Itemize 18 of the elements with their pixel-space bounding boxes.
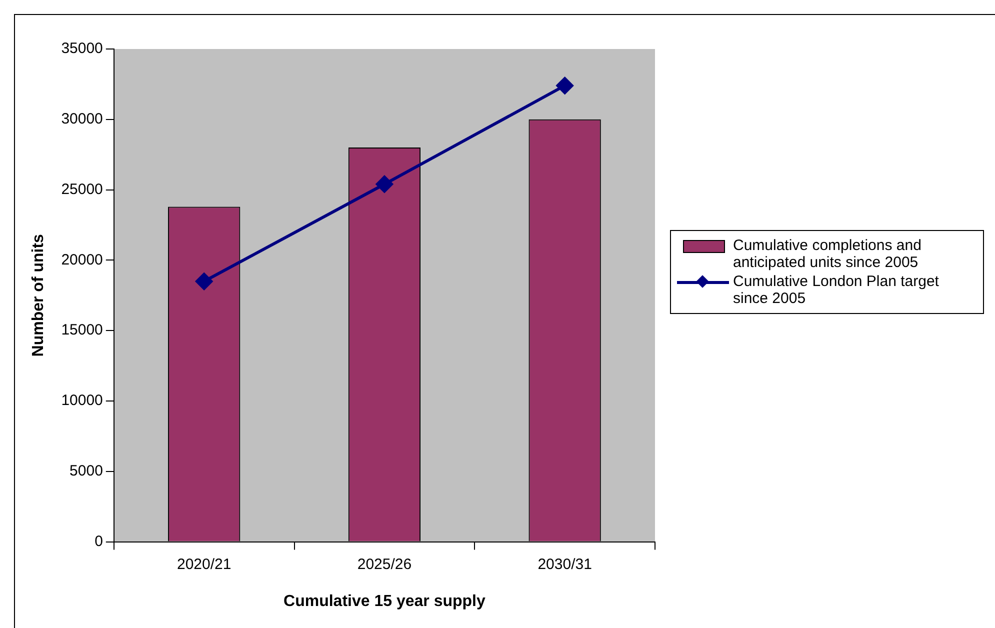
y-tick-label: 5000 <box>70 462 103 480</box>
y-tick-label: 0 <box>94 532 103 550</box>
point <box>376 176 393 193</box>
point <box>196 272 213 290</box>
x-tick-label: 2025/26 <box>357 556 412 573</box>
y-tick-label: 25000 <box>61 180 103 198</box>
y-tick-label: 15000 <box>61 322 103 339</box>
y-tick-label: 20000 <box>61 251 103 268</box>
legend-label: Cumulative completions and anticipated units since 2005 <box>733 237 922 271</box>
legend-label: Cumulative London Plan target since 2005 <box>733 273 940 307</box>
x-axis-title: Cumulative 15 year supply <box>284 592 486 610</box>
y-tick-label: 10000 <box>61 392 103 410</box>
y-tick-label: 30000 <box>61 110 103 128</box>
x-tick-label: 2020/21 <box>176 556 232 573</box>
y-tick-label: 35000 <box>61 40 103 58</box>
point <box>556 77 574 94</box>
y-axis-title: Number of units <box>30 234 48 357</box>
x-tick-label: 2030/31 <box>538 556 592 573</box>
